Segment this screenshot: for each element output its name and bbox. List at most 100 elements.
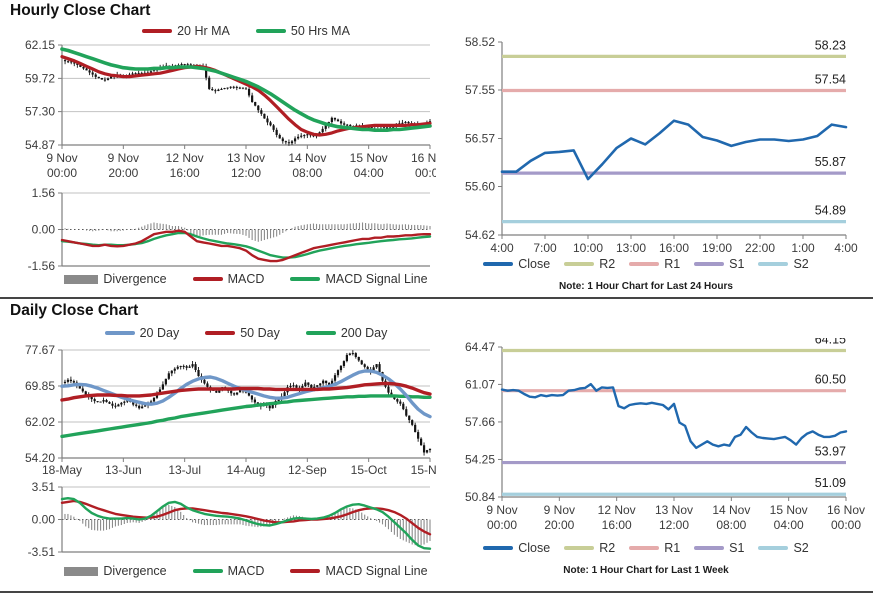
svg-text:3.51: 3.51 (32, 480, 56, 494)
legend-item-50-hrs-ma: 50 Hrs MA (255, 24, 350, 38)
legend-label: 50 Day (240, 326, 280, 340)
legend-item-20-hr-ma: 20 Hr MA (142, 24, 230, 38)
hourly-pivot-legend: Close R2 R1 S1 S2 (456, 257, 836, 271)
legend-swatch-icon (290, 277, 321, 281)
svg-text:1:00: 1:00 (791, 241, 815, 255)
svg-text:-3.51: -3.51 (28, 545, 56, 559)
svg-text:20:00: 20:00 (544, 518, 574, 532)
svg-text:50.84: 50.84 (465, 490, 495, 504)
legend-swatch-icon (483, 262, 514, 266)
hourly-pivot-note: Note: 1 Hour Chart for Last 24 Hours (559, 281, 733, 292)
svg-text:77.67: 77.67 (25, 343, 55, 357)
legend-item-macd: MACD (192, 272, 265, 286)
svg-text:16 Nov: 16 Nov (827, 503, 865, 517)
svg-text:57.30: 57.30 (25, 105, 55, 119)
svg-text:16:00: 16:00 (170, 166, 200, 180)
legend-item-r1: R1 (629, 257, 680, 271)
daily-section: Daily Close Chart 20 Day 50 Day 200 Day 77… (0, 300, 873, 591)
legend-label: S1 (729, 541, 745, 555)
svg-text:62.02: 62.02 (25, 415, 55, 429)
daily-section-title: Daily Close Chart (10, 302, 139, 319)
svg-text:16:00: 16:00 (602, 518, 632, 532)
legend-label: Close (518, 257, 551, 271)
legend-label: Close (518, 541, 551, 555)
svg-text:62.15: 62.15 (25, 38, 55, 52)
svg-text:00:00: 00:00 (47, 166, 77, 180)
weekly-pivot-legend: Close R2 R1 S1 S2 (456, 541, 836, 555)
legend-label: R2 (599, 541, 616, 555)
svg-text:00:00: 00:00 (487, 518, 517, 532)
legend-swatch-icon (629, 262, 660, 266)
legend-swatch-icon (255, 29, 286, 33)
svg-text:13:00: 13:00 (616, 241, 646, 255)
svg-text:7:00: 7:00 (533, 241, 557, 255)
bottom-divider (0, 591, 873, 593)
svg-text:13-Jun: 13-Jun (105, 463, 142, 477)
legend-label: 200 Day (340, 326, 388, 340)
legend-item-s2: S2 (758, 541, 809, 555)
svg-text:08:00: 08:00 (716, 518, 746, 532)
svg-text:04:00: 04:00 (774, 518, 804, 532)
svg-text:15 Nov: 15 Nov (770, 503, 808, 517)
svg-text:12 Nov: 12 Nov (166, 151, 204, 165)
svg-text:18-May: 18-May (42, 463, 82, 477)
svg-text:00:00: 00:00 (831, 518, 861, 532)
svg-text:64.15: 64.15 (815, 338, 846, 347)
svg-text:57.54: 57.54 (815, 72, 846, 86)
legend-item-200-day: 200 Day (305, 326, 388, 340)
legend-swatch-icon (564, 262, 595, 266)
svg-text:16:00: 16:00 (659, 241, 689, 255)
legend-item-divergence: Divergence (64, 564, 167, 578)
svg-text:15 Nov: 15 Nov (350, 151, 388, 165)
svg-text:54.20: 54.20 (25, 451, 55, 465)
legend-label: R2 (599, 257, 616, 271)
svg-text:12-Sep: 12-Sep (288, 463, 327, 477)
svg-text:54.87: 54.87 (25, 138, 55, 152)
svg-text:14 Nov: 14 Nov (712, 503, 750, 517)
legend-item-close: Close (483, 541, 550, 555)
legend-item-close: Close (483, 257, 550, 271)
legend-swatch-icon (758, 262, 789, 266)
legend-item-r2: R2 (564, 257, 615, 271)
legend-swatch-icon (758, 546, 789, 550)
hourly-macd-legend: Divergence MACD MACD Signal Line (42, 272, 450, 286)
svg-text:15-Nov: 15-Nov (411, 463, 436, 477)
svg-text:14 Nov: 14 Nov (288, 151, 326, 165)
legend-item-macd-signal-line: MACD Signal Line (290, 272, 428, 286)
svg-text:12 Nov: 12 Nov (598, 503, 636, 517)
svg-text:13-Jul: 13-Jul (168, 463, 201, 477)
legend-label: S1 (729, 257, 745, 271)
svg-text:60.50: 60.50 (815, 373, 846, 387)
svg-text:0.00: 0.00 (32, 223, 56, 237)
legend-label: MACD Signal Line (325, 272, 428, 286)
legend-swatch-icon (104, 331, 135, 335)
section-divider (0, 297, 873, 299)
legend-item-50-day: 50 Day (205, 326, 280, 340)
legend-label: S2 (793, 541, 809, 555)
svg-text:4:00: 4:00 (834, 241, 858, 255)
legend-item-r2: R2 (564, 541, 615, 555)
hourly-macd-chart: 1.56 0.00 -1.56 (28, 186, 432, 273)
legend-swatch-icon (694, 546, 725, 550)
legend-swatch-icon (694, 262, 725, 266)
svg-text:12:00: 12:00 (659, 518, 689, 532)
svg-text:08:00: 08:00 (292, 166, 322, 180)
legend-label: MACD (227, 564, 265, 578)
legend-label: 50 Hrs MA (290, 24, 350, 38)
svg-text:9 Nov: 9 Nov (108, 151, 139, 165)
daily-price-legend: 20 Day 50 Day 200 Day (62, 326, 430, 340)
legend-swatch-icon (192, 277, 223, 281)
svg-text:56.57: 56.57 (465, 132, 495, 146)
legend-item-s1: S1 (694, 257, 744, 271)
legend-label: MACD (227, 272, 265, 286)
daily-macd-legend: Divergence MACD MACD Signal Line (42, 564, 450, 578)
svg-text:9 Nov: 9 Nov (46, 151, 77, 165)
svg-text:51.09: 51.09 (815, 476, 846, 490)
svg-text:64.47: 64.47 (465, 340, 495, 354)
svg-text:12:00: 12:00 (231, 166, 261, 180)
svg-text:0.00: 0.00 (32, 513, 56, 527)
